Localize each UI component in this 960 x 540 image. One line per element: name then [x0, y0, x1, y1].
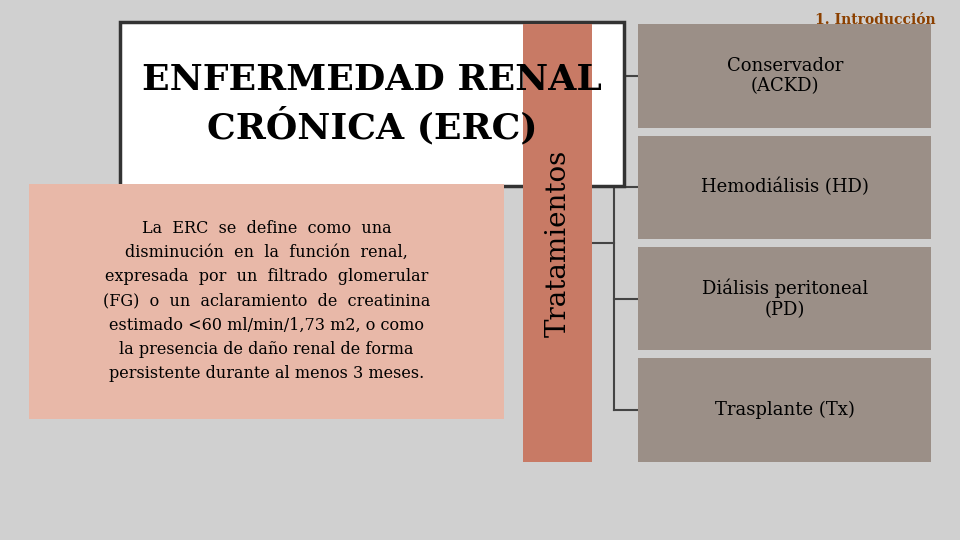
FancyBboxPatch shape [120, 22, 624, 186]
FancyBboxPatch shape [638, 136, 931, 239]
Text: Trasplante (Tx): Trasplante (Tx) [715, 401, 854, 419]
Text: Hemodiálisis (HD): Hemodiálisis (HD) [701, 178, 869, 197]
FancyBboxPatch shape [638, 24, 931, 127]
FancyBboxPatch shape [638, 359, 931, 462]
Text: Tratamientos: Tratamientos [544, 150, 571, 336]
Text: 1. Introducción: 1. Introducción [815, 14, 936, 28]
FancyBboxPatch shape [523, 24, 592, 462]
FancyBboxPatch shape [638, 247, 931, 350]
Text: Conservador
(ACKD): Conservador (ACKD) [727, 57, 843, 96]
Text: Diálisis peritoneal
(PD): Diálisis peritoneal (PD) [702, 279, 868, 319]
Text: La  ERC  se  define  como  una
disminución  en  la  función  renal,
expresada  p: La ERC se define como una disminución en… [103, 220, 430, 382]
Text: ENFERMEDAD RENAL
CRÓNICA (ERC): ENFERMEDAD RENAL CRÓNICA (ERC) [142, 63, 602, 145]
FancyBboxPatch shape [29, 184, 504, 418]
